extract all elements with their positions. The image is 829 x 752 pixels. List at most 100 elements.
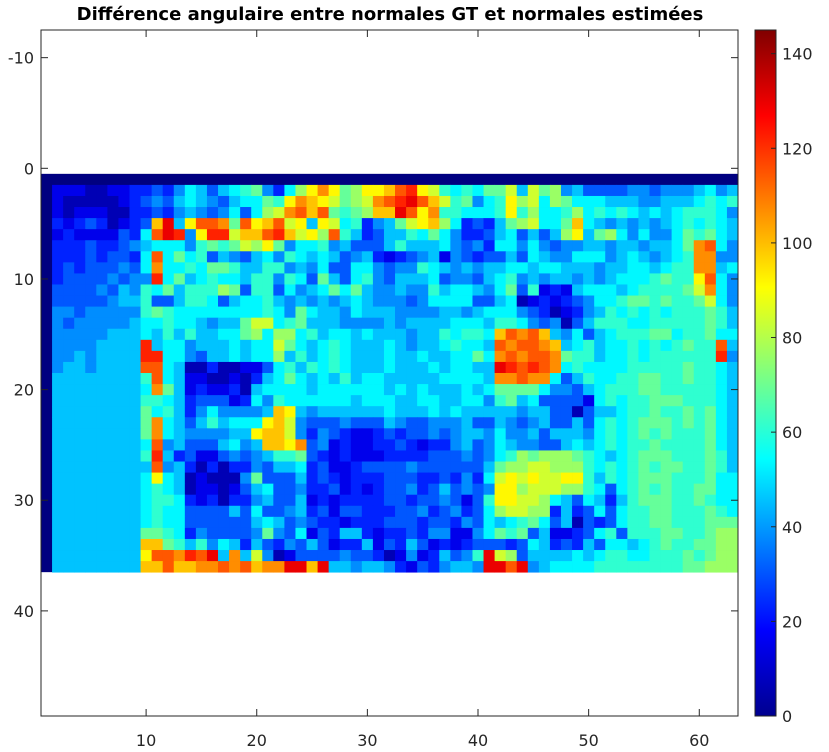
heatmap-cell — [240, 373, 252, 385]
heatmap-cell — [638, 218, 650, 230]
heatmap-cell — [339, 450, 352, 462]
heatmap-cell — [162, 350, 175, 363]
heatmap-cell — [538, 218, 551, 230]
heatmap-cell — [483, 284, 495, 296]
heatmap-cell — [85, 373, 97, 385]
heatmap-cell — [649, 373, 661, 385]
heatmap-cell — [328, 384, 341, 396]
heatmap-cell — [472, 284, 484, 296]
heatmap-cell — [660, 361, 673, 374]
heatmap-cell — [395, 461, 407, 473]
heatmap-cell — [605, 505, 617, 518]
heatmap-cell — [251, 207, 263, 219]
heatmap-cell — [660, 317, 673, 330]
heatmap-cell — [671, 450, 684, 462]
heatmap-cell — [129, 483, 141, 496]
heatmap-cell — [173, 428, 186, 440]
heatmap-cell — [472, 505, 484, 518]
heatmap-cell — [85, 428, 97, 440]
heatmap-cell — [52, 505, 64, 518]
heatmap-cell — [284, 328, 296, 341]
heatmap-cell — [372, 516, 385, 529]
heatmap-cell — [284, 229, 296, 241]
heatmap-cell — [693, 561, 706, 573]
heatmap-cell — [428, 284, 440, 296]
heatmap-cell — [218, 207, 230, 219]
heatmap-cell — [450, 494, 462, 507]
heatmap-cell — [682, 240, 695, 252]
heatmap-cell — [406, 350, 418, 363]
heatmap-cell — [461, 273, 473, 285]
heatmap-cell — [184, 207, 197, 219]
heatmap-cell — [383, 262, 396, 274]
heatmap-cell — [693, 450, 706, 462]
heatmap-cell — [284, 550, 296, 562]
heatmap-cell — [461, 361, 473, 374]
heatmap-cell — [538, 251, 551, 263]
heatmap-cell — [660, 328, 673, 341]
heatmap-cell — [74, 361, 86, 374]
heatmap-cell — [63, 406, 75, 418]
y-tick-label: 10 — [14, 270, 34, 289]
heatmap-cell — [494, 218, 507, 230]
heatmap-cell — [328, 218, 341, 230]
heatmap-cell — [372, 384, 385, 396]
heatmap-cell — [505, 406, 518, 418]
heatmap-cell — [671, 516, 684, 529]
heatmap-cell — [162, 207, 175, 219]
heatmap-cell — [85, 439, 97, 451]
heatmap-cell — [428, 472, 440, 485]
heatmap-cell — [627, 218, 639, 230]
heatmap-cell — [649, 184, 661, 197]
heatmap-cell — [671, 218, 684, 230]
heatmap-cell — [594, 306, 606, 319]
heatmap-cell — [693, 527, 706, 540]
heatmap-cell — [616, 350, 628, 363]
heatmap-cell — [251, 284, 263, 296]
heatmap-cell — [649, 328, 661, 341]
heatmap-cell — [162, 262, 175, 274]
heatmap-cell — [218, 262, 230, 274]
heatmap-cell — [118, 439, 130, 451]
heatmap-cell — [284, 494, 296, 507]
heatmap-cell — [704, 395, 717, 407]
heatmap-cell — [284, 373, 296, 385]
heatmap-cell — [218, 527, 230, 540]
heatmap-cell — [594, 373, 606, 385]
heatmap-cell — [483, 195, 495, 208]
heatmap-cell — [107, 184, 119, 197]
heatmap-cell — [605, 417, 617, 429]
heatmap-cell — [494, 251, 507, 263]
heatmap-cell — [494, 406, 507, 418]
heatmap-cell — [229, 406, 241, 418]
heatmap-cell — [428, 240, 440, 252]
heatmap-cell — [682, 417, 695, 429]
heatmap-cell — [527, 284, 540, 296]
heatmap-cell — [107, 550, 119, 562]
heatmap-cell — [317, 538, 330, 551]
heatmap-cell — [693, 472, 706, 485]
heatmap-cell — [85, 538, 97, 551]
heatmap-cell — [63, 384, 75, 396]
heatmap-cell — [538, 184, 551, 197]
heatmap-cell — [583, 461, 595, 473]
heatmap-cell — [262, 527, 274, 540]
heatmap-cell — [317, 195, 330, 208]
heatmap-cell — [505, 350, 518, 363]
heatmap-cell — [494, 461, 507, 473]
heatmap-cell — [361, 428, 374, 440]
heatmap-cell — [195, 439, 208, 451]
heatmap-cell — [395, 350, 407, 363]
heatmap-cell — [494, 295, 507, 308]
heatmap-cell — [306, 273, 318, 285]
heatmap-cell — [693, 550, 706, 562]
heatmap-cell — [715, 505, 728, 518]
heatmap-cell — [151, 417, 164, 429]
heatmap-cell — [151, 516, 164, 529]
heatmap-cell — [383, 527, 396, 540]
heatmap-cell — [527, 561, 540, 573]
heatmap-cell — [428, 505, 440, 518]
heatmap-cell — [317, 527, 330, 540]
heatmap-cell — [472, 550, 484, 562]
heatmap-cell — [605, 339, 617, 352]
